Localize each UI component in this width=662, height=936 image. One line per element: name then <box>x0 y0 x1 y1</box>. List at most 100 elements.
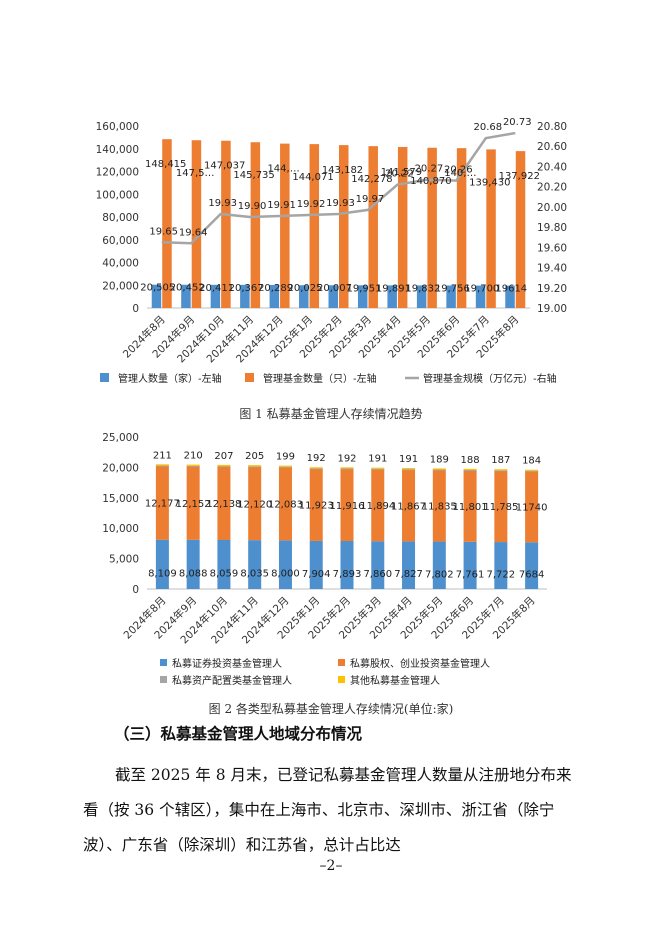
manager-count-label: 20,452 <box>170 283 205 294</box>
fund-count-label: 145,735 <box>233 170 274 181</box>
right-tick-label: 19.60 <box>537 242 567 254</box>
stacked-bar-segment <box>155 464 169 466</box>
fund-scale-label: 19.93 <box>208 198 237 209</box>
stacked-bar-segment <box>402 541 416 589</box>
bar-manager-count <box>387 285 397 308</box>
stacked-bar-segment <box>402 469 416 542</box>
stacked-bar-segment <box>340 541 354 589</box>
bar-fund-count <box>456 148 467 308</box>
y-tick-label: 10,000 <box>102 523 139 535</box>
segment-label: 11,916 <box>330 501 365 512</box>
segment-label: 11,923 <box>299 501 334 512</box>
bar-fund-count <box>427 147 437 308</box>
stacked-bar-segment <box>340 467 354 469</box>
fund-count-label: 141,579 <box>381 167 422 178</box>
segment-label: 189 <box>430 454 449 465</box>
legend-label: 管理基金数量（只）-左轴 <box>263 372 377 385</box>
segment-label: 12,138 <box>206 499 241 510</box>
page-number: –2– <box>319 858 343 874</box>
stacked-bar-segment <box>186 539 200 589</box>
stacked-bar-segment <box>402 469 416 471</box>
bar-fund-count <box>250 142 261 308</box>
stacked-bar-segment <box>463 468 477 471</box>
y-tick-label: 5,000 <box>109 554 139 566</box>
left-tick-label: 20,000 <box>102 280 139 292</box>
stacked-bar-segment <box>217 466 231 468</box>
stacked-bar-segment <box>278 466 292 541</box>
segment-label: 191 <box>399 454 418 465</box>
stacked-bar-segment <box>186 465 200 540</box>
right-tick-label: 20.40 <box>537 161 567 173</box>
bar-manager-count <box>210 284 221 308</box>
segment-label: 7,722 <box>487 570 516 581</box>
segment-label: 7,827 <box>394 569 423 580</box>
stacked-bar-segment <box>463 541 477 589</box>
bar-manager-count <box>357 285 368 308</box>
fund-scale-label: 19.93 <box>326 198 355 209</box>
legend-swatch <box>100 373 109 382</box>
y-tick-label: 0 <box>132 584 139 596</box>
fund-count-label: 147,037 <box>204 161 245 172</box>
bar-manager-count <box>181 284 191 308</box>
left-tick-label: 0 <box>132 303 139 315</box>
manager-count-label: 20,367 <box>229 283 264 294</box>
stacked-bar-segment <box>432 469 446 471</box>
bar-fund-count <box>486 149 496 308</box>
manager-count-label: 19,891 <box>376 283 411 294</box>
bar-fund-count <box>162 139 172 308</box>
segment-label: 11,835 <box>422 502 457 513</box>
segment-label: 11,801 <box>453 502 488 513</box>
stacked-bar-segment <box>371 468 385 470</box>
segment-label: 7,904 <box>302 569 331 580</box>
stacked-bar-segment <box>525 542 539 589</box>
segment-label: 7684 <box>519 570 544 581</box>
legend-label: 私募证券投资基金管理人 <box>172 657 282 670</box>
bar-manager-count <box>269 284 280 308</box>
stacked-bar-segment <box>217 466 231 541</box>
stacked-bar-segment <box>186 464 200 466</box>
manager-count-label: 19,756 <box>435 284 470 295</box>
segment-label: 11740 <box>516 503 548 514</box>
segment-label: 12,177 <box>145 499 180 510</box>
segment-label: 191 <box>368 454 387 465</box>
right-tick-label: 20.20 <box>537 182 567 194</box>
bar-manager-count <box>505 285 515 308</box>
right-tick-label: 19.40 <box>537 263 567 275</box>
segment-label: 199 <box>276 452 295 463</box>
manager-count-label: 20,505 <box>140 283 175 294</box>
bar-fund-count <box>339 145 349 308</box>
bar-fund-count <box>515 151 526 308</box>
left-tick-label: 120,000 <box>96 167 139 179</box>
fund-scale-label: 20.22 <box>385 169 414 180</box>
segment-label: 211 <box>153 450 172 461</box>
fund-count-label: 144,071 <box>292 172 333 183</box>
segment-label: 207 <box>214 451 233 462</box>
segment-label: 7,893 <box>333 569 362 580</box>
bar-manager-count <box>299 285 309 308</box>
stacked-bar-segment <box>494 470 508 472</box>
stacked-bar-segment <box>248 540 262 589</box>
bar-manager-count <box>151 284 162 308</box>
fund-scale-label: 20.27 <box>415 164 444 175</box>
manager-count-label: 19614 <box>495 284 527 295</box>
fund-count-label: 144,… <box>267 164 299 175</box>
stacked-bar-segment <box>494 469 508 471</box>
stacked-bar-segment <box>309 468 323 470</box>
bar-fund-count <box>309 144 320 308</box>
stacked-bar-segment <box>186 465 200 467</box>
right-tick-label: 19.80 <box>537 222 567 234</box>
right-tick-label: 19.00 <box>537 303 567 315</box>
stacked-bar-segment <box>432 469 446 542</box>
stacked-bar-segment <box>309 467 323 469</box>
stacked-bar-segment <box>371 468 385 542</box>
y-tick-label: 20,000 <box>102 462 139 474</box>
manager-count-label: 19,951 <box>346 283 381 294</box>
fund-count-label: 139,430 <box>469 177 510 188</box>
fund-count-label: 140,… <box>444 168 476 179</box>
segment-label: 7,860 <box>363 569 392 580</box>
bar-manager-count <box>328 285 338 308</box>
fund-scale-label: 19.65 <box>149 226 178 237</box>
segment-label: 192 <box>307 453 326 464</box>
bar-fund-count <box>191 140 202 308</box>
bar-manager-count <box>240 284 250 308</box>
